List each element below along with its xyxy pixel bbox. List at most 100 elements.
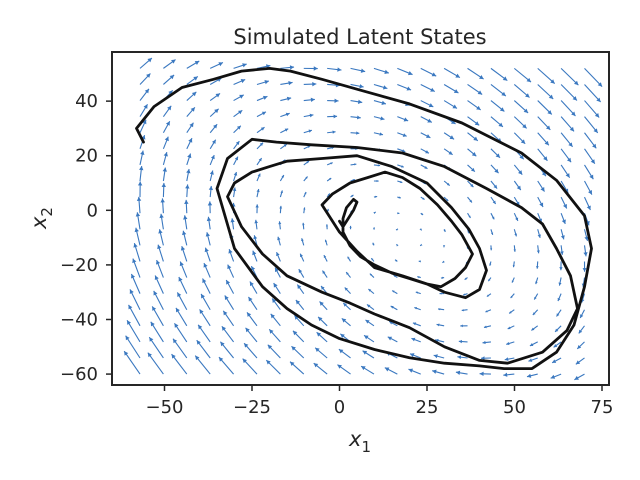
vector-arrow: [578, 325, 585, 334]
vector-arrow: [268, 328, 281, 343]
vector-arrow: [395, 228, 399, 231]
vector-arrow: [129, 289, 141, 310]
vector-arrow: [135, 212, 141, 230]
vector-arrow: [560, 84, 578, 101]
vector-arrow: [396, 243, 399, 247]
vector-arrow: [443, 83, 459, 94]
vector-arrow: [397, 83, 412, 91]
vector-arrow: [535, 261, 539, 269]
vector-arrow: [372, 242, 375, 246]
vector-arrow: [161, 182, 166, 198]
y-tick-label: 0: [87, 200, 98, 221]
vector-arrow: [350, 194, 354, 198]
vector-arrow: [365, 319, 375, 327]
vector-arrow: [233, 171, 238, 182]
vector-arrow: [490, 67, 508, 82]
vector-arrow: [415, 291, 421, 295]
y-axis-label-sub: 2: [38, 207, 56, 217]
vector-arrow: [277, 236, 281, 246]
vector-arrow: [420, 212, 424, 216]
vector-arrow: [391, 290, 398, 295]
vector-arrow: [303, 207, 306, 214]
vector-arrow: [303, 176, 308, 182]
vector-arrow: [253, 235, 258, 246]
vector-arrow: [584, 196, 591, 211]
vector-arrow: [162, 105, 172, 117]
vector-arrow: [373, 116, 385, 121]
vector-arrow: [125, 335, 141, 359]
chart-title: Simulated Latent States: [233, 25, 486, 49]
vector-arrow: [293, 315, 305, 327]
vector-arrow: [186, 153, 192, 166]
vector-arrow: [327, 67, 342, 72]
vector-arrow: [139, 73, 151, 85]
vector-arrow: [200, 293, 211, 310]
vector-arrow: [130, 273, 141, 294]
vector-arrow: [443, 100, 458, 109]
vector-arrow: [341, 317, 351, 327]
vector-arrow: [205, 232, 211, 246]
vector-arrow: [347, 256, 352, 262]
vector-arrow: [560, 148, 572, 163]
vector-arrow: [513, 245, 516, 252]
vector-arrow: [128, 304, 141, 327]
vector-arrow: [186, 168, 191, 182]
vector-arrow: [467, 212, 471, 219]
vector-arrow: [162, 120, 171, 134]
vector-arrow: [560, 67, 579, 86]
vector-arrow: [373, 83, 388, 90]
vector-arrow: [490, 212, 495, 220]
vector-arrow: [390, 305, 398, 311]
vector-arrow: [420, 83, 436, 92]
vector-arrow: [246, 312, 258, 327]
x-axis-label: x1: [348, 427, 371, 456]
vector-arrow: [490, 164, 499, 174]
vector-arrow: [279, 190, 283, 198]
vector-arrow: [271, 298, 281, 311]
vector-arrow: [324, 239, 328, 246]
y-tick-label: 20: [75, 146, 98, 167]
vector-arrow: [338, 348, 351, 359]
vector-arrow: [537, 180, 545, 192]
vector-arrow: [208, 185, 214, 198]
vector-arrow: [490, 229, 494, 236]
vector-arrow: [560, 212, 566, 225]
vector-arrow: [222, 310, 235, 327]
vector-arrow: [584, 84, 602, 103]
vector-arrow: [280, 96, 292, 102]
vector-arrow: [440, 276, 445, 279]
vector-arrow: [175, 307, 188, 327]
vector-arrow: [163, 59, 176, 69]
vector-arrow: [536, 245, 540, 254]
vector-arrow: [280, 112, 290, 118]
vector-arrow: [373, 164, 381, 167]
vector-arrow: [171, 353, 188, 375]
vector-arrow: [507, 325, 515, 330]
vector-arrow: [397, 180, 403, 184]
vector-arrow: [249, 281, 258, 294]
vector-arrow: [443, 132, 455, 140]
vector-arrow: [206, 216, 212, 230]
vector-arrow: [575, 357, 585, 365]
vector-arrow: [242, 358, 258, 375]
vector-arrow: [419, 243, 423, 247]
vector-arrow: [483, 325, 492, 329]
vector-arrow: [412, 322, 421, 327]
vector-arrow: [537, 132, 550, 146]
vector-arrow: [256, 126, 265, 134]
vector-arrow: [373, 132, 384, 136]
vector-arrow: [557, 293, 562, 302]
vector-arrow: [303, 81, 317, 87]
vector-arrow: [537, 116, 551, 131]
vector-arrow: [504, 357, 515, 361]
vector-arrow: [162, 151, 168, 166]
vector-arrow: [513, 116, 528, 129]
vector-arrow: [186, 60, 200, 69]
vector-arrow: [232, 187, 237, 198]
vector-arrow: [363, 334, 375, 343]
vector-arrow: [490, 116, 504, 128]
vector-arrow: [316, 331, 328, 343]
vector-arrow: [204, 247, 211, 262]
vector-arrow: [199, 309, 211, 327]
